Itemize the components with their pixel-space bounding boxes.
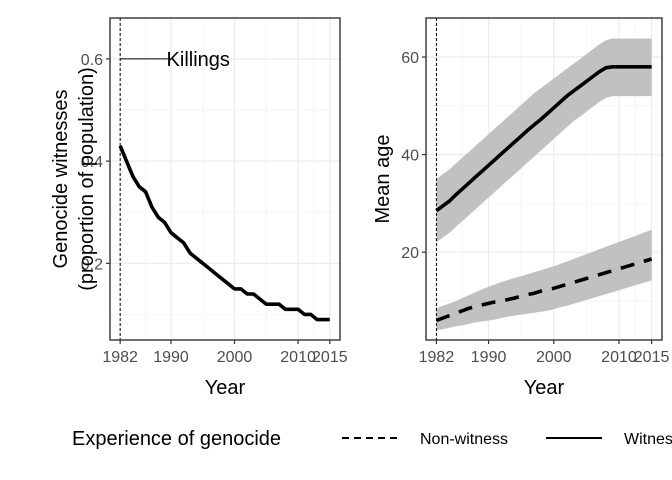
x-tick-label: 1982: [102, 349, 138, 366]
y-tick-label: 0.6: [81, 52, 103, 69]
y-tick-label: 20: [401, 245, 419, 262]
left-x-axis-title: Year: [205, 377, 246, 399]
x-tick-label: 1990: [471, 349, 507, 366]
left-panel-border: [109, 17, 341, 341]
x-tick-label: 1990: [153, 349, 189, 366]
series-line-witness: [435, 65, 652, 213]
y-tick-label: 40: [401, 148, 419, 165]
legend: Experience of genocide Non-witness Witne…: [72, 428, 672, 450]
y-tick-label: 0.4: [81, 154, 103, 171]
left-y-ticks: 0.2 0.4 0.6: [81, 52, 110, 273]
left-grid: [110, 18, 340, 340]
y-tick-label: 0.2: [81, 256, 103, 273]
left-y-axis-title: Genocide witnesses (proportion of popula…: [50, 67, 98, 290]
x-tick-label: 2015: [634, 349, 670, 366]
x-tick-label: 2000: [536, 349, 572, 366]
right-ribbons: [436, 38, 652, 331]
y-tick-label: 60: [401, 50, 419, 67]
ribbon-non-witness: [436, 229, 652, 331]
ribbon-witness: [436, 38, 652, 243]
right-x-axis-title: Year: [524, 377, 565, 399]
annotation-killings: Killings: [167, 49, 230, 71]
legend-title: Experience of genocide: [72, 428, 281, 450]
right-y-axis-title: Mean age: [372, 135, 394, 224]
right-y-ticks: 20 40 60: [401, 50, 426, 262]
x-tick-label: 2010: [280, 349, 316, 366]
x-tick-label: 2015: [312, 349, 348, 366]
legend-label-non-witness: Non-witness: [420, 431, 508, 448]
left-y-axis-title-line1: Genocide witnesses: [50, 90, 72, 269]
legend-label-witness: Witness: [624, 431, 672, 448]
right-series: [435, 65, 653, 323]
left-annotation: Killings: [120, 49, 230, 71]
x-tick-label: 1982: [419, 349, 455, 366]
left-series: [118, 145, 330, 322]
series-line-killings: [118, 145, 330, 322]
x-tick-label: 2000: [217, 349, 253, 366]
right-panel-border: [425, 17, 663, 341]
left-y-axis-title-line2: (proportion of population): [76, 67, 98, 290]
x-tick-label: 2010: [601, 349, 637, 366]
